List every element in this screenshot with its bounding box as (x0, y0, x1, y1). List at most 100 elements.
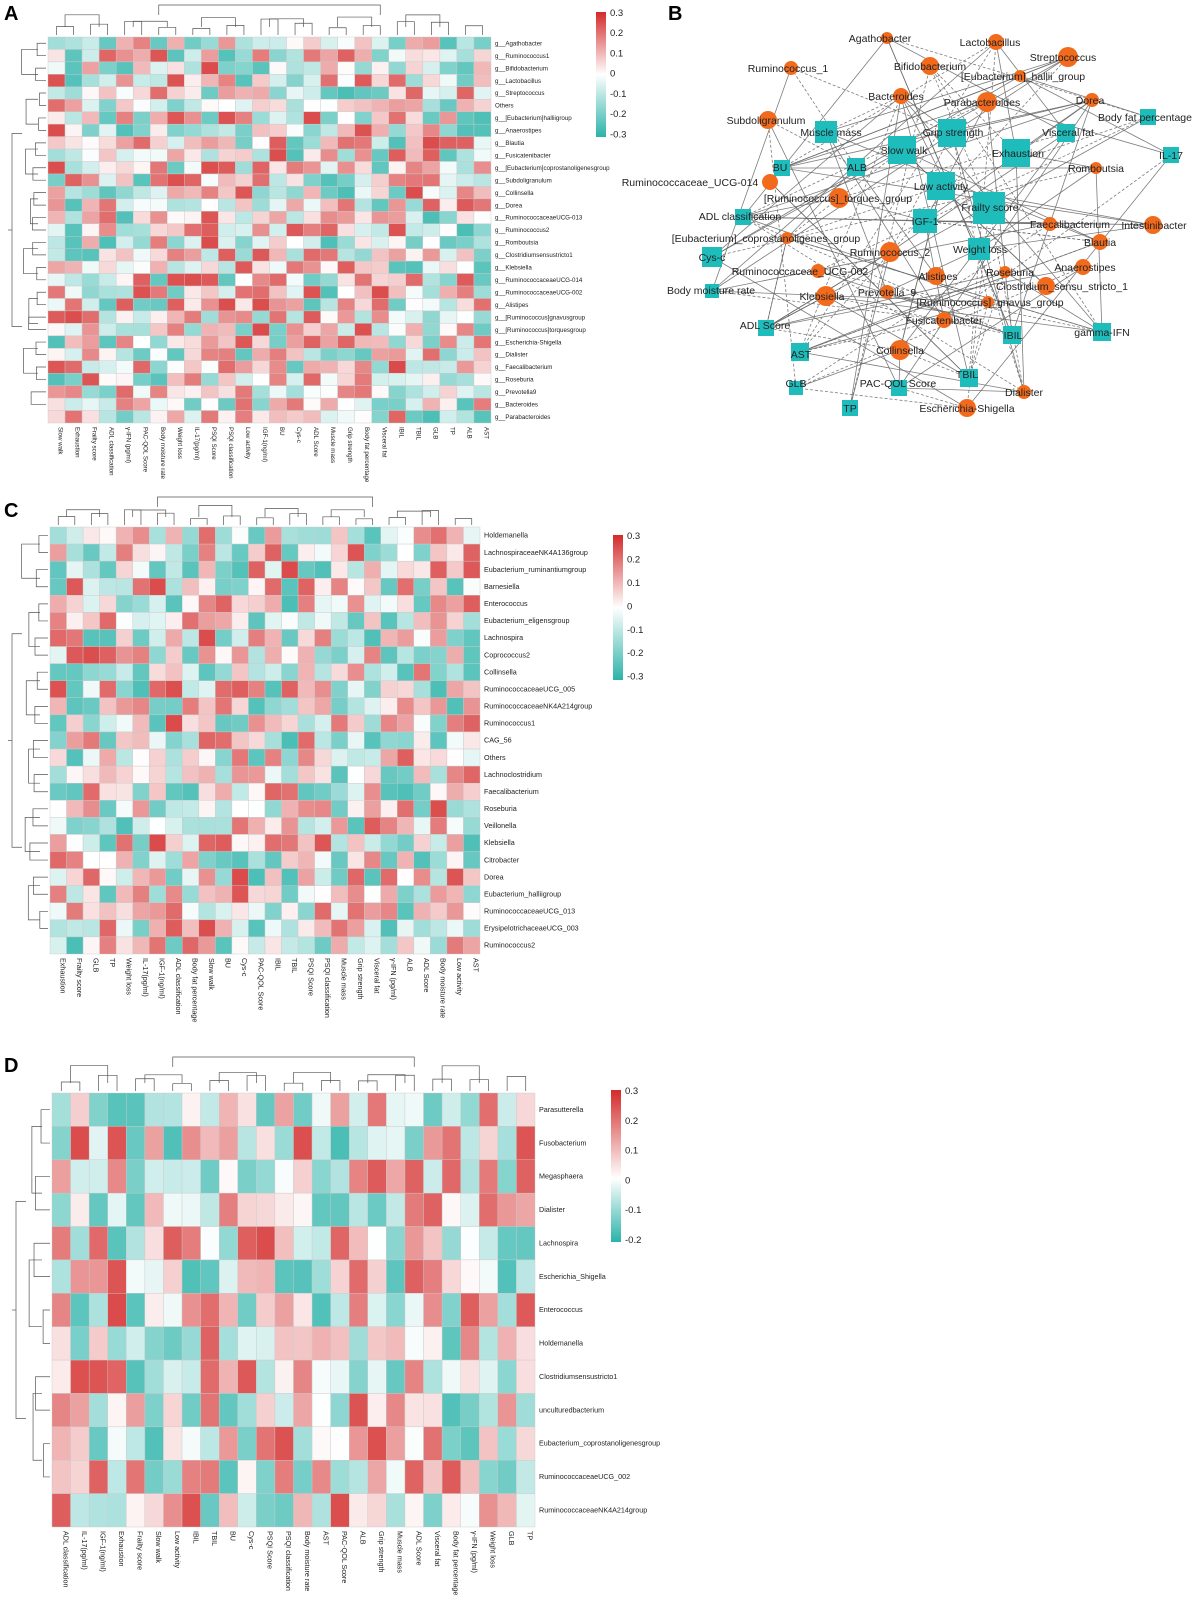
heatmap-cell (165, 885, 183, 903)
row-label: g__Lactobacillus (495, 78, 541, 85)
heatmap-cell (184, 148, 202, 162)
heatmap-cell (386, 1192, 406, 1227)
heatmap-cell (422, 285, 441, 299)
heatmap-cell (182, 868, 200, 886)
heatmap-cell (149, 714, 166, 733)
heatmap-cell (293, 1159, 313, 1194)
heatmap-cell (364, 783, 381, 801)
heatmap-cell (439, 335, 458, 349)
heatmap-cell (430, 612, 448, 630)
heatmap-cell (497, 1393, 517, 1428)
clinical-node-label: Slow walk (881, 145, 928, 157)
heatmap-cell (88, 1326, 108, 1361)
heatmap-cell (422, 186, 441, 200)
column-label: BU (228, 1531, 237, 1541)
heatmap-cell (397, 885, 415, 903)
heatmap-cell (330, 1426, 350, 1461)
heatmap-cell (446, 748, 464, 767)
heatmap-cell (51, 1493, 71, 1528)
heatmap-cell (99, 800, 117, 818)
heatmap-cell (422, 61, 441, 75)
heatmap-cell (235, 74, 253, 88)
column-label: Exhaustion (74, 427, 81, 458)
heatmap-cell (463, 800, 481, 818)
clinical-node-label: IGF-1 (912, 216, 939, 228)
genus-node (811, 264, 825, 278)
heatmap-cell (237, 1426, 257, 1461)
heatmap-cell (281, 697, 299, 716)
heatmap-cell (47, 248, 66, 262)
heatmap-cell (82, 646, 100, 664)
row-label: g__Prevotella9 (495, 389, 537, 396)
heatmap-cell (107, 1192, 127, 1227)
heatmap-cell (497, 1426, 517, 1461)
legend-tick-label: 0.1 (627, 578, 640, 589)
row-label: g__Klebsiella (495, 265, 532, 272)
heatmap-cell (320, 298, 338, 312)
network-edge (838, 197, 926, 222)
heatmap-cell (126, 1226, 146, 1261)
heatmap-cell (269, 61, 287, 75)
heatmap-cell (231, 885, 249, 903)
heatmap-cell (314, 714, 332, 733)
heatmap-cell (456, 49, 475, 63)
heatmap-cell (264, 748, 282, 767)
heatmap-cell (463, 560, 481, 579)
heatmap-cell (150, 123, 168, 137)
heatmap-cell (201, 211, 219, 224)
clinical-node (842, 400, 858, 416)
heatmap-cell (303, 49, 321, 63)
heatmap-cell (165, 560, 183, 579)
heatmap-cell (479, 1192, 499, 1227)
heatmap-cell (516, 1326, 536, 1361)
heatmap-cell (82, 851, 100, 869)
heatmap-cell (107, 1460, 127, 1494)
heatmap-cell (88, 1092, 108, 1127)
heatmap-cell (167, 99, 185, 112)
heatmap-cell (354, 86, 372, 100)
heatmap-cell (516, 1259, 536, 1294)
heatmap-cell (463, 543, 481, 562)
heatmap-cell (198, 902, 216, 921)
heatmap-cell (81, 136, 100, 150)
heatmap-cell (167, 397, 185, 411)
heatmap-cell (422, 86, 441, 100)
heatmap-cell (404, 1493, 424, 1528)
heatmap-cell (439, 173, 458, 187)
heatmap-cell (182, 578, 200, 596)
column-label: Exhaustion (58, 958, 67, 994)
heatmap-cell (184, 99, 202, 112)
heatmap-cell (144, 1293, 164, 1327)
heatmap-cell (303, 198, 321, 212)
heatmap-cell (184, 360, 202, 374)
legend-tick-label: -0.1 (625, 1205, 641, 1216)
network-edge (825, 295, 1013, 336)
heatmap-cell (413, 526, 431, 545)
heatmap-cell (330, 1293, 350, 1327)
genus-node-label: [Ruminococcus]_gnavus_group (916, 297, 1063, 309)
heatmap-cell (49, 560, 67, 579)
heatmap-cell (297, 595, 315, 613)
network-edge (765, 237, 788, 329)
heatmap-cell (201, 410, 219, 424)
heatmap-cell (66, 748, 84, 767)
heatmap-cell (115, 86, 134, 100)
heatmap-cell (64, 260, 83, 274)
heatmap-cell (132, 663, 150, 681)
heatmap-cell (330, 629, 348, 647)
heatmap-cell (215, 748, 233, 767)
network-edge (825, 131, 945, 321)
legend-tick-label: -0.2 (610, 109, 626, 120)
heatmap-cell (430, 783, 448, 801)
heatmap-cell (149, 748, 166, 767)
column-label: Grip strength (377, 1531, 386, 1573)
heatmap-cell (132, 161, 151, 175)
row-label: unculturedbacterium (539, 1405, 604, 1414)
column-label: AST (482, 427, 489, 439)
heatmap-cell (47, 148, 66, 162)
heatmap-cell (144, 1226, 164, 1261)
heatmap-cell (64, 61, 83, 75)
heatmap-cell (115, 372, 134, 386)
heatmap-cell (397, 851, 415, 869)
heatmap-cell (446, 595, 464, 613)
